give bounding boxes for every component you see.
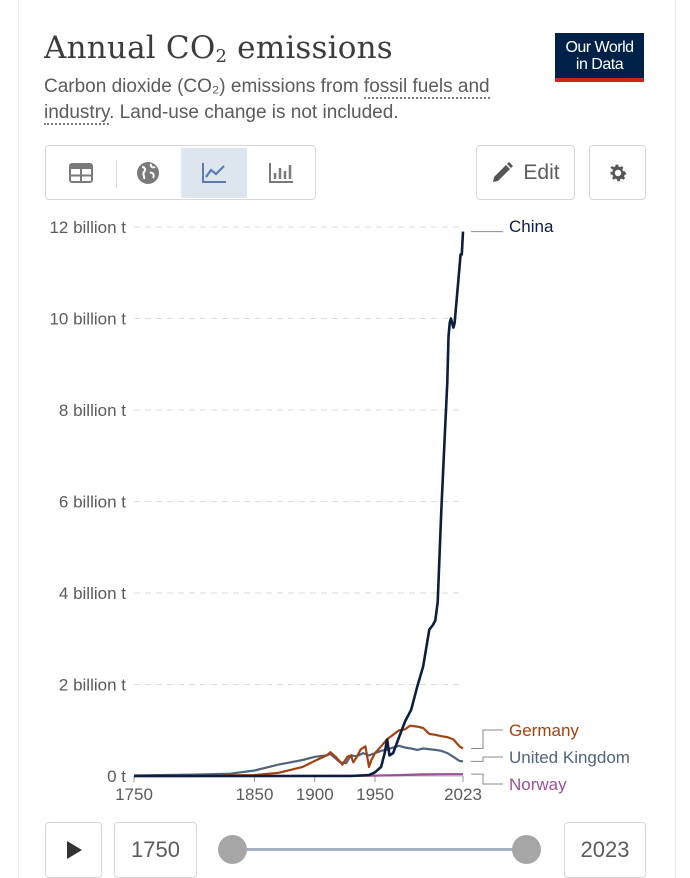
x-tick-label: 1950	[356, 785, 394, 804]
line-chart[interactable]: 0 t 2 billion t 4 billion t 6 billion t 8 bi…	[0, 210, 690, 810]
map-tab[interactable]	[115, 148, 181, 198]
grid-lines	[134, 226, 463, 685]
series-line-china[interactable]	[134, 231, 465, 778]
owid-logo[interactable]: Our World in Data	[555, 33, 644, 82]
y-tick-label: 0 t	[107, 767, 126, 786]
y-tick-label: 6 billion t	[59, 493, 126, 512]
line-chart-icon	[202, 163, 226, 183]
label-connector	[471, 729, 503, 750]
globe-icon	[137, 162, 159, 184]
y-tick-label: 10 billion t	[49, 310, 126, 329]
chart-subtitle: Carbon dioxide (CO₂) emissions from foss…	[44, 76, 490, 125]
series-label-united-kingdom[interactable]: United Kingdom	[509, 748, 630, 767]
series-label-germany[interactable]: Germany	[509, 721, 579, 740]
start-year-handle[interactable]	[218, 835, 247, 864]
view-tabs	[45, 145, 316, 200]
table-tab[interactable]	[48, 148, 114, 198]
pencil-icon	[493, 161, 514, 182]
x-tick-label: 1750	[115, 785, 153, 804]
gear-icon	[609, 164, 627, 181]
play-button[interactable]	[45, 822, 102, 878]
fossil-fuels-link[interactable]: fossil fuels and industry	[44, 76, 490, 125]
y-tick-label: 2 billion t	[59, 676, 126, 695]
x-axis: 1750 1850 1900 1950 2023	[115, 775, 482, 804]
x-tick-label: 1900	[296, 785, 334, 804]
series-labels: China Germany United Kingdom Norway	[471, 217, 630, 794]
series-lines	[133, 231, 465, 778]
chart-title: Annual CO2 emissions	[44, 30, 393, 67]
play-icon	[66, 841, 82, 859]
bar-chart-tab[interactable]	[248, 148, 314, 198]
x-tick-label: 2023	[444, 785, 482, 804]
end-year-button[interactable]: 2023	[564, 822, 646, 878]
label-connector	[471, 773, 503, 785]
y-axis: 0 t 2 billion t 4 billion t 6 billion t 8 bi…	[49, 218, 126, 786]
series-line-united-kingdom[interactable]	[133, 744, 464, 777]
tab-separator	[116, 160, 117, 188]
series-label-norway[interactable]: Norway	[509, 775, 567, 794]
series-line-germany[interactable]	[134, 724, 464, 778]
y-tick-label: 8 billion t	[59, 401, 126, 420]
settings-button[interactable]	[589, 145, 646, 200]
label-connector	[471, 756, 503, 762]
start-year-button[interactable]: 1750	[114, 822, 197, 878]
series-label-china[interactable]: China	[509, 217, 554, 236]
y-tick-label: 4 billion t	[59, 584, 126, 603]
edit-button[interactable]: Edit	[476, 145, 575, 200]
edit-label: Edit	[523, 160, 560, 184]
timeline-track[interactable]	[232, 848, 526, 851]
end-year-handle[interactable]	[512, 835, 541, 864]
table-icon	[69, 163, 93, 183]
chart-tab[interactable]	[181, 148, 247, 198]
y-tick-label: 12 billion t	[49, 218, 126, 237]
bar-chart-icon	[269, 163, 293, 183]
x-tick-label: 1850	[236, 785, 274, 804]
